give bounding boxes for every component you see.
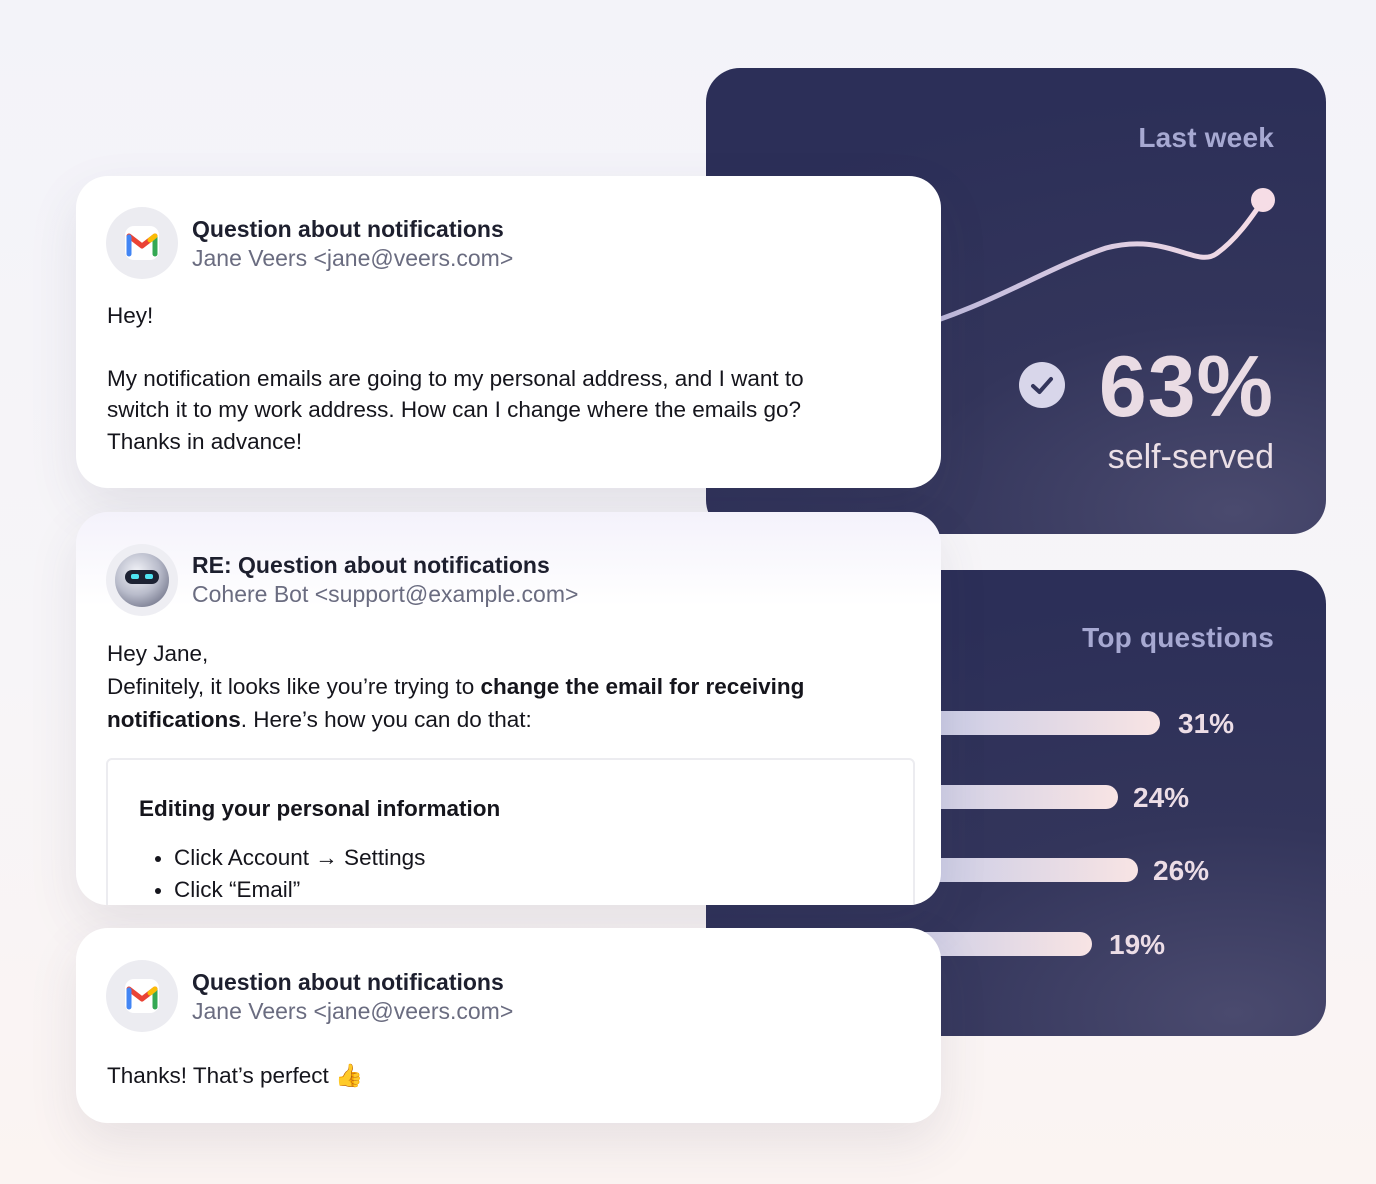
instructions-box: Editing your personal information Click … xyxy=(106,758,915,905)
gmail-icon xyxy=(106,207,178,279)
question-bar-label: 26% xyxy=(1153,855,1210,886)
instructions-title: Editing your personal information xyxy=(139,796,501,821)
email-body: Hey Jane, Definitely, it looks like you’… xyxy=(107,638,901,736)
trend-line xyxy=(903,199,1265,333)
email-body: Thanks! That’s perfect 👍 xyxy=(107,1060,901,1092)
email-sender: Cohere Bot <support@example.com> xyxy=(192,581,579,607)
trend-line-chart xyxy=(903,188,1275,333)
email-text-line: Thanks in advance! xyxy=(107,428,303,454)
email-greeting: Hey! xyxy=(107,303,154,328)
email-sender: Jane Veers <jane@veers.com> xyxy=(192,998,514,1024)
question-bar-label: 31% xyxy=(1178,708,1235,739)
question-bar-label: 24% xyxy=(1133,782,1190,813)
reply-email-card[interactable]: RE: Question about notifications Cohere … xyxy=(76,512,941,905)
email-subject: Question about notifications xyxy=(192,216,504,242)
email-text-line: switch it to my work address. How can I … xyxy=(107,397,802,422)
email-text-emphasis: notifications xyxy=(107,706,241,732)
instruction-step: Click “Email” xyxy=(152,874,425,905)
check-circle-icon xyxy=(1019,362,1065,408)
email-text-emphasis: change the email for receiving xyxy=(480,673,805,699)
instructions-list: Click Account → Settings Click “Email” xyxy=(152,842,425,905)
trend-endpoint xyxy=(1251,188,1275,212)
thumbs-up-icon: 👍 xyxy=(335,1063,364,1088)
email-greeting: Hey Jane, xyxy=(107,641,209,666)
instruction-step: Click Account → Settings xyxy=(152,842,425,874)
email-card[interactable]: Question about notifications Jane Veers … xyxy=(76,176,941,488)
email-body: Hey! My notification emails are going to… xyxy=(107,300,901,457)
email-card[interactable]: Question about notifications Jane Veers … xyxy=(76,928,941,1123)
stats-heading: Last week xyxy=(1138,122,1274,153)
email-text: Definitely, it looks like you’re trying … xyxy=(107,673,481,699)
self-served-label: self-served xyxy=(1107,438,1274,476)
self-served-percentage: 63% xyxy=(1098,339,1274,435)
top-questions-heading: Top questions xyxy=(1082,622,1274,653)
email-text: Thanks! That’s perfect xyxy=(107,1063,329,1088)
email-text-line: My notification emails are going to my p… xyxy=(107,365,804,391)
gmail-icon xyxy=(106,960,178,1032)
email-text: . Here’s how you can do that: xyxy=(240,706,532,732)
robot-icon xyxy=(106,544,178,616)
email-sender: Jane Veers <jane@veers.com> xyxy=(192,245,514,271)
question-bar-label: 19% xyxy=(1109,929,1166,960)
email-subject: Question about notifications xyxy=(192,969,504,995)
email-subject: RE: Question about notifications xyxy=(192,552,550,578)
